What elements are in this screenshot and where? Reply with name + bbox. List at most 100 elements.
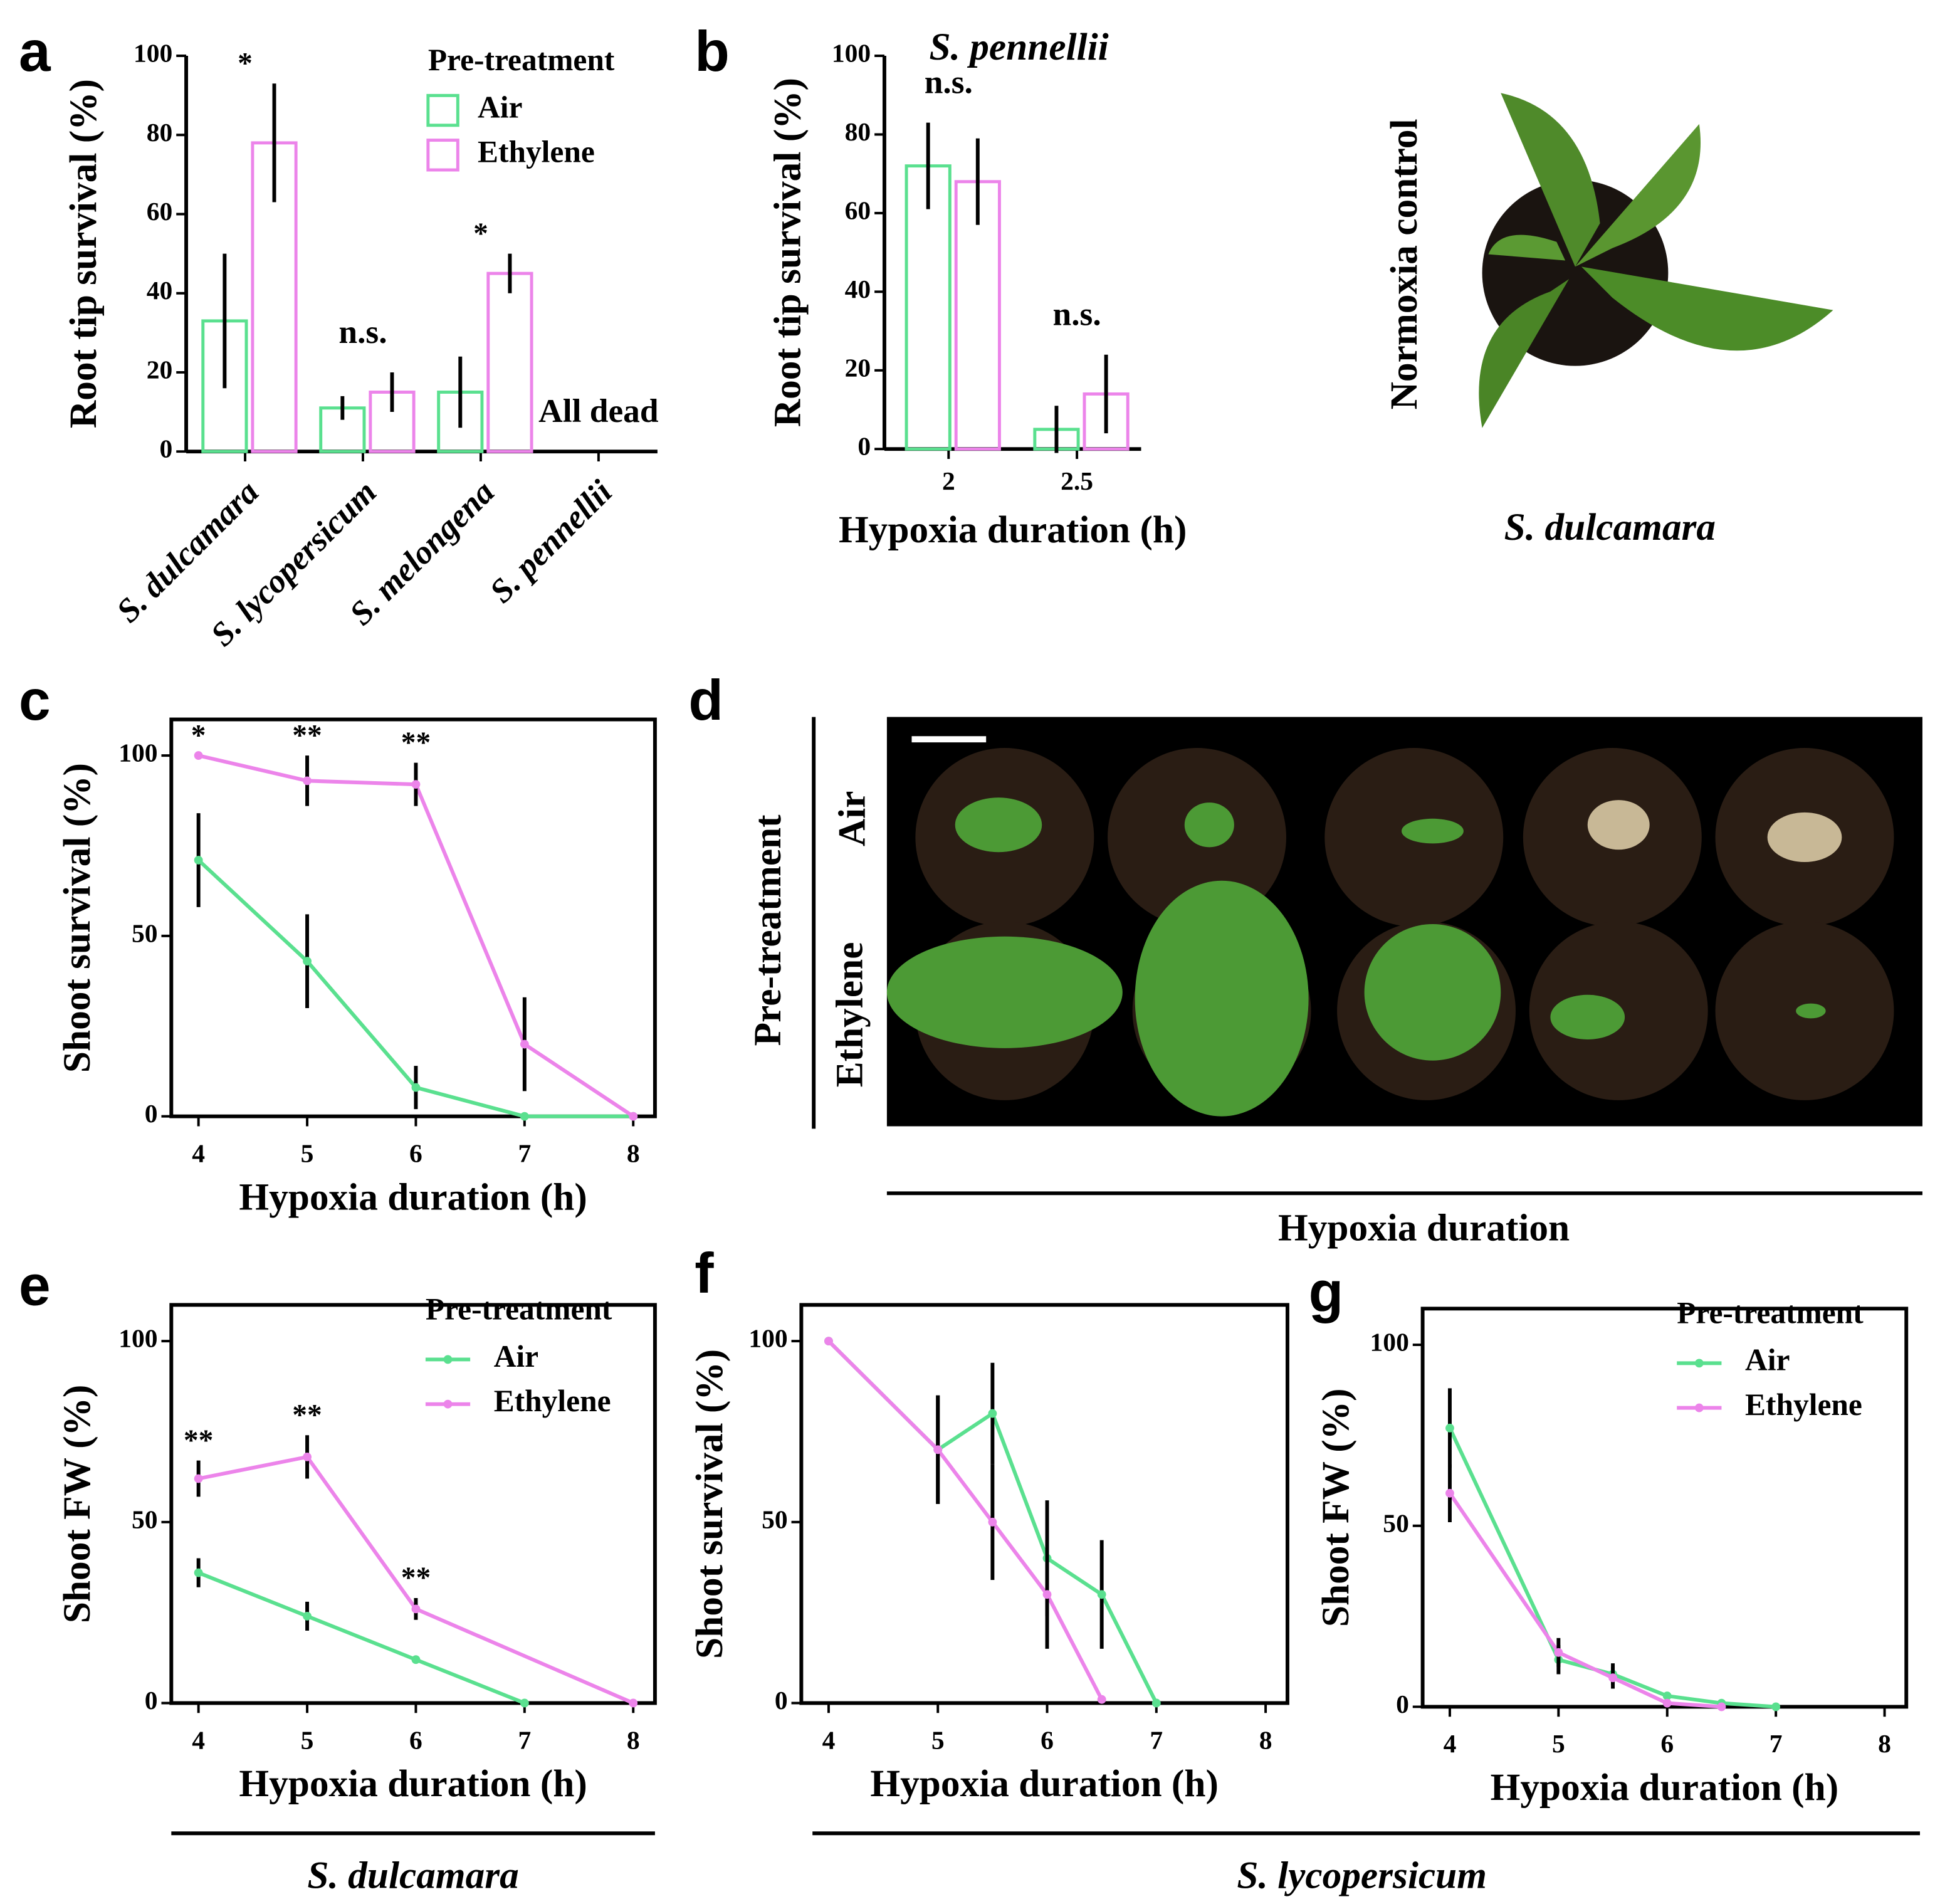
point [411,1655,421,1665]
chart-title: S. pennellii [929,26,1108,68]
point [303,1452,312,1461]
point [1554,1648,1563,1657]
tick-label: 8 [1878,1729,1891,1758]
tick-label: 20 [845,353,871,382]
tick-label: 60 [147,197,173,226]
plot-frame [169,1303,657,1705]
tick-label: 4 [192,1139,205,1167]
line [1448,1492,1722,1709]
point [1662,1698,1672,1708]
point [1097,1695,1106,1704]
tick-label: 0 [775,1686,788,1715]
axis-label: Hypoxia duration (h) [1491,1766,1838,1809]
tick-label: 100 [1370,1328,1409,1357]
plants-photo [886,717,1922,1127]
point [1097,1590,1106,1599]
significance: n.s. [925,63,973,101]
legend-label: Ethylene [478,135,595,169]
photo-label: Ethylene [829,942,871,1088]
tick-label: 5 [301,1139,314,1167]
tick-label: 50 [132,1505,158,1533]
y-axis-label: Shoot survival (%) [56,763,98,1073]
plant-photo [1479,93,1833,428]
tick-label: 40 [845,275,871,303]
y-axis-label: Shoot FW (%) [56,1385,98,1624]
tick-label: 6 [409,1139,422,1167]
tick-label: 50 [1383,1508,1409,1537]
legend-title: Pre-treatment [1677,1296,1864,1330]
point [303,957,312,966]
tick-label: 100 [118,1324,157,1353]
point [1042,1590,1052,1599]
point [1771,1702,1781,1712]
panel-label: c [19,669,51,732]
line [197,754,634,1118]
point [1608,1673,1617,1683]
point [520,1112,529,1121]
point [411,1604,421,1614]
tick-label: 0 [145,1099,158,1128]
category-label: 2 [942,466,955,495]
point [303,1611,312,1621]
axis-label: Hypoxia duration (h) [239,1762,587,1805]
tick-label: 8 [1259,1725,1272,1754]
tick-label: 4 [192,1725,205,1754]
tick-label: 50 [762,1505,788,1533]
significance: ** [401,1562,431,1594]
line [827,1340,1104,1701]
photo-caption: S. dulcamara [1504,506,1716,549]
point [194,1474,203,1483]
significance: n.s. [1053,295,1101,333]
tick-label: 80 [845,117,871,146]
tick-label: 5 [931,1725,945,1754]
point [824,1337,833,1346]
significance: n.s. [338,313,387,350]
point [411,1083,421,1092]
y-axis-label: Shoot FW (%) [1314,1389,1357,1628]
point [1445,1488,1454,1498]
photo-label: Air [831,791,874,847]
tick-label: 7 [1150,1725,1163,1754]
line [197,1570,525,1705]
tick-label: 60 [845,196,871,224]
legend-swatch [443,1355,453,1364]
legend-title: Pre-treatment [426,1292,612,1327]
legend-swatch [443,1399,453,1409]
plot-frame [1420,1307,1909,1709]
tick-label: 5 [1552,1729,1565,1758]
tick-label: 6 [1041,1725,1054,1754]
photo-label: Normoxia control [1383,118,1425,409]
tick-label: 7 [518,1139,531,1167]
bar [486,271,533,453]
legend-title: Pre-treatment [428,43,615,77]
y-axis-label: Root tip survival (%) [62,79,105,428]
tick-label: 4 [822,1725,836,1754]
legend-label: Air [494,1339,538,1374]
tick-label: 7 [518,1725,531,1754]
line [1448,1427,1776,1709]
axis-label: Hypoxia duration (h) [870,1762,1218,1805]
panel-label: b [695,20,730,83]
legend-swatch [1694,1403,1704,1412]
tick-label: 100 [134,39,172,68]
tick-label: 0 [160,434,173,463]
legend-swatch [426,139,459,172]
point [194,751,203,760]
caption: S. dulcamara [307,1854,518,1897]
significance: * [191,719,206,752]
axis-label: Hypoxia duration (h) [239,1176,587,1218]
tick-label: 4 [1444,1729,1457,1758]
point [1151,1698,1161,1708]
point [988,1409,997,1418]
legend-label: Ethylene [494,1384,611,1418]
axis-label: Hypoxia duration [1278,1207,1570,1249]
tick-label: 6 [409,1725,422,1754]
panel-label: f [695,1242,714,1305]
legend-label: Air [1745,1343,1790,1377]
tick-label: 8 [627,1139,640,1167]
photo-label: Pre-treatment [747,814,789,1046]
point [629,1698,638,1708]
plot-frame [799,1303,1289,1705]
legend-swatch [1694,1359,1704,1368]
significance: ** [184,1424,213,1457]
